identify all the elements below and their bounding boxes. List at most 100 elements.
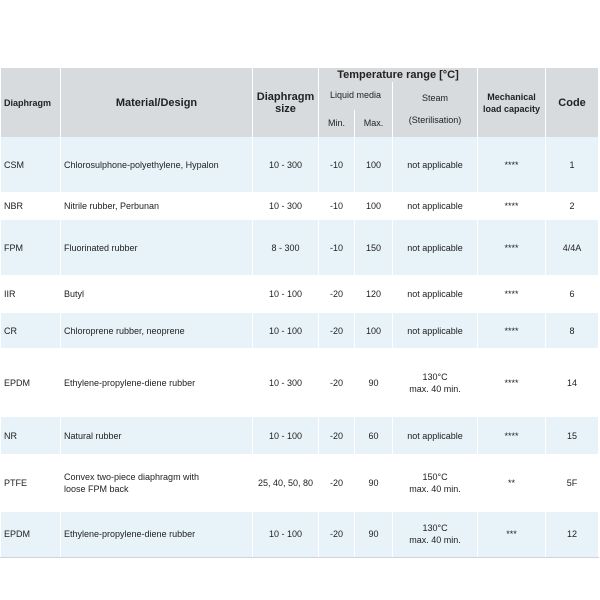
table-body: CSM Chlorosulphone-polyethylene, Hypalon 1…	[0, 137, 600, 558]
table-cell: 10 - 100	[252, 313, 319, 348]
table-cell: NBR	[0, 192, 61, 220]
table-cell: 100	[354, 313, 393, 348]
table-cell: 100	[354, 192, 393, 220]
table-cell: ****	[477, 313, 547, 348]
table-cell: **	[477, 454, 547, 512]
table-cell: 150°C max. 40 min.	[391, 454, 479, 512]
table-cell: 120	[354, 275, 393, 313]
table-cell: -10	[318, 220, 355, 275]
header-text: Steam	[422, 93, 449, 103]
table-cell: Nitrile rubber, Perbunan	[60, 192, 253, 220]
table-cell: -20	[318, 454, 355, 512]
header-cell: Temperature range [°C]	[317, 68, 479, 82]
table-cell: Ethylene-propylene-diene rubber	[60, 348, 253, 417]
header-cell: Code	[545, 68, 600, 137]
table-cell: -20	[318, 348, 355, 417]
table-cell: 100	[354, 137, 393, 192]
table-row: IIR Butyl 10 - 100 -20 120 not applicable ****…	[0, 275, 600, 313]
table-cell: Convex two-piece diaphragm with loose FP…	[60, 454, 253, 512]
table-cell: FPM	[0, 220, 61, 275]
table-cell: Fluorinated rubber	[60, 220, 253, 275]
table-cell: 8 - 300	[252, 220, 319, 275]
table-cell: Ethylene-propylene-diene rubber	[60, 512, 253, 558]
table-cell: ****	[477, 348, 547, 417]
header-row: Liquid media Steam (Sterilisation)	[1, 82, 599, 137]
table-cell: -10	[318, 137, 355, 192]
header-cell: Material/Design	[60, 68, 253, 137]
table-cell: 12	[545, 512, 600, 558]
table-cell: Chlorosulphone-polyethylene, Hypalon	[60, 137, 253, 192]
header-cell: Min.	[318, 109, 355, 137]
table-cell: 1	[545, 137, 600, 192]
header-row: Diaphragm Material/Design Diaphragm size…	[0, 68, 600, 137]
table-cell: not applicable	[391, 417, 479, 454]
table-cell: 130°C max. 40 min.	[391, 348, 479, 417]
table-cell: 90	[354, 512, 393, 558]
table-cell: 90	[354, 454, 393, 512]
table-cell: not applicable	[391, 192, 479, 220]
table-cell: 4/4A	[545, 220, 600, 275]
table-row: NR Natural rubber 10 - 100 -20 60 not applica…	[0, 417, 600, 454]
table-header: Diaphragm Material/Design Diaphragm size…	[0, 68, 600, 137]
table-cell: not applicable	[391, 137, 479, 192]
table-cell: not applicable	[391, 220, 479, 275]
table-row: EPDM Ethylene-propylene-diene rubber 10 - …	[0, 512, 600, 558]
material-table: Diaphragm Material/Design Diaphragm size…	[0, 68, 600, 558]
table-cell: 130°C max. 40 min.	[391, 512, 479, 558]
table-cell: 14	[545, 348, 600, 417]
header-cell: Diaphragm size	[252, 68, 319, 137]
header-cell: Diaphragm	[0, 68, 61, 137]
table-cell: 10 - 300	[252, 137, 319, 192]
table-cell: IIR	[0, 275, 61, 313]
table-cell: ****	[477, 137, 547, 192]
table-cell: NR	[0, 417, 61, 454]
table-row: EPDM Ethylene-propylene-diene rubber 10 - …	[0, 348, 600, 417]
table-cell: PTFE	[0, 454, 61, 512]
header-row: Min. Max.	[1, 109, 599, 137]
table-row: FPM Fluorinated rubber 8 - 300 -10 150 not ap…	[0, 220, 600, 275]
table-cell: ****	[477, 417, 547, 454]
table-cell: -20	[318, 275, 355, 313]
table-cell: CR	[0, 313, 61, 348]
table-cell: 15	[545, 417, 600, 454]
table-row: PTFE Convex two-piece diaphragm with loos…	[0, 454, 600, 512]
header-cell: Mechanical load capacity	[477, 68, 547, 137]
table-row: NBR Nitrile rubber, Perbunan 10 - 300 -10 10…	[0, 192, 600, 220]
table-cell: ****	[477, 192, 547, 220]
table-row: CR Chloroprene rubber, neoprene 10 - 100 -2…	[0, 313, 600, 348]
table-cell: 10 - 100	[252, 512, 319, 558]
table-cell: Natural rubber	[60, 417, 253, 454]
table-cell: ***	[477, 512, 547, 558]
table-cell: ****	[477, 220, 547, 275]
table-row: CSM Chlorosulphone-polyethylene, Hypalon 1…	[0, 137, 600, 192]
table-cell: 90	[354, 348, 393, 417]
table-cell: ****	[477, 275, 547, 313]
table-cell: 25, 40, 50, 80	[252, 454, 319, 512]
table-cell: 2	[545, 192, 600, 220]
header-cell: Max.	[354, 109, 393, 137]
table-cell: 10 - 300	[252, 192, 319, 220]
table-cell: 10 - 100	[252, 417, 319, 454]
table-cell: 8	[545, 313, 600, 348]
table-cell: -10	[318, 192, 355, 220]
table-cell: Chloroprene rubber, neoprene	[60, 313, 253, 348]
header-text: (Sterilisation)	[408, 115, 462, 125]
table-cell: 6	[545, 275, 600, 313]
table-cell: -20	[318, 512, 355, 558]
table-cell: 10 - 100	[252, 275, 319, 313]
table-cell: EPDM	[0, 348, 61, 417]
table-cell: 60	[354, 417, 393, 454]
header-cell: Steam (Sterilisation)	[391, 82, 479, 137]
table-cell: 5F	[545, 454, 600, 512]
table-wrap: Diaphragm Material/Design Diaphragm size…	[0, 68, 600, 558]
table-cell: Butyl	[60, 275, 253, 313]
table-cell: 10 - 300	[252, 348, 319, 417]
table-cell: 150	[354, 220, 393, 275]
table-cell: -20	[318, 417, 355, 454]
table-cell: not applicable	[391, 313, 479, 348]
table-cell: -20	[318, 313, 355, 348]
table-cell: CSM	[0, 137, 61, 192]
table-cell: EPDM	[0, 512, 61, 558]
header-cell: Liquid media	[318, 82, 393, 110]
